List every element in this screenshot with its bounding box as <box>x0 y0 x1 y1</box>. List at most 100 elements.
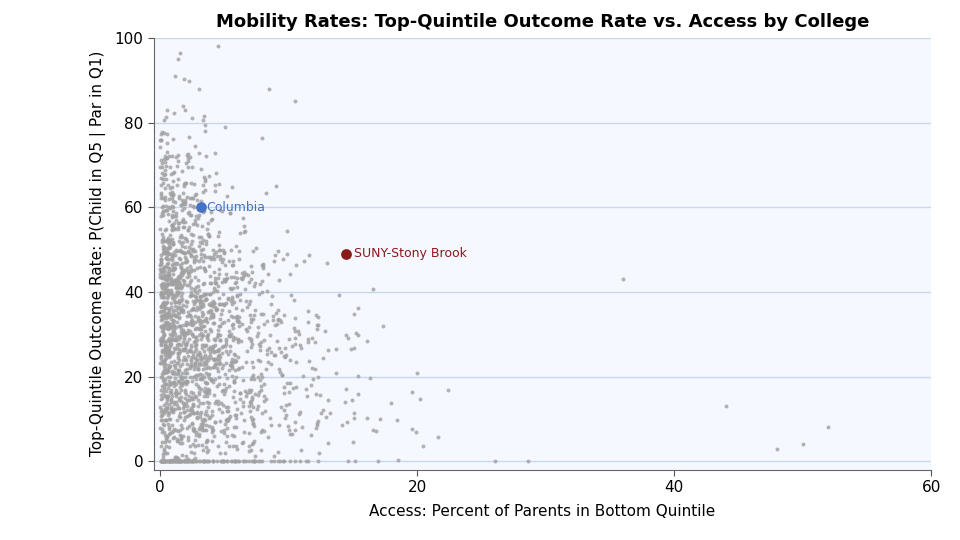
Point <box>161 377 177 386</box>
Point <box>173 325 188 333</box>
Point <box>300 338 316 346</box>
Point <box>253 370 269 379</box>
Point <box>196 347 211 356</box>
Point <box>164 261 180 269</box>
Point <box>159 347 175 356</box>
Point <box>168 329 183 338</box>
Point <box>156 380 172 388</box>
Point <box>153 143 168 151</box>
Point <box>167 264 182 272</box>
Point <box>157 343 173 352</box>
Point <box>194 354 209 362</box>
Point <box>205 432 221 441</box>
Point <box>227 378 242 387</box>
Point <box>178 265 193 274</box>
Point <box>299 457 314 465</box>
Point <box>182 363 198 372</box>
Point <box>160 269 176 278</box>
Point <box>164 254 180 263</box>
Point <box>164 348 180 357</box>
Point <box>219 457 234 465</box>
Point <box>197 207 212 215</box>
Point <box>154 415 169 424</box>
Point <box>193 373 208 382</box>
Point <box>215 457 230 465</box>
Point <box>185 297 201 306</box>
Point <box>163 402 179 411</box>
Point <box>194 197 209 206</box>
Point <box>163 276 179 285</box>
Point <box>156 323 171 332</box>
Point <box>254 276 270 285</box>
Point <box>307 338 323 347</box>
Point <box>169 435 184 443</box>
Point <box>255 260 271 268</box>
Point <box>157 152 173 160</box>
Point <box>161 362 177 371</box>
Point <box>194 426 209 434</box>
Point <box>180 264 195 272</box>
Point <box>320 259 335 267</box>
Point <box>201 384 216 393</box>
Point <box>273 368 288 376</box>
Point <box>156 307 171 315</box>
Point <box>166 265 181 274</box>
Point <box>154 327 169 335</box>
Point <box>268 321 283 329</box>
Point <box>158 457 174 465</box>
Point <box>165 392 180 401</box>
Point <box>183 404 199 413</box>
Point <box>193 233 208 241</box>
Point <box>185 352 201 361</box>
Point <box>228 317 244 326</box>
Point <box>210 347 226 356</box>
Point <box>254 409 270 417</box>
Point <box>263 348 278 356</box>
Point <box>161 306 177 314</box>
Point <box>409 368 424 377</box>
Point <box>167 374 182 382</box>
Point <box>166 248 181 256</box>
Point <box>256 336 272 345</box>
Point <box>171 273 186 281</box>
Point <box>225 320 240 329</box>
Point <box>217 318 232 326</box>
Point <box>309 325 324 334</box>
Point <box>196 181 211 190</box>
Point <box>211 300 227 308</box>
Point <box>181 132 197 141</box>
Point <box>171 237 186 246</box>
Point <box>191 324 206 333</box>
Point <box>204 376 219 384</box>
Point <box>156 321 171 329</box>
Point <box>185 423 201 432</box>
Point <box>175 457 190 465</box>
Point <box>244 457 259 465</box>
Point <box>155 159 170 167</box>
Point <box>156 445 172 454</box>
Point <box>248 452 263 461</box>
Point <box>204 299 219 307</box>
Point <box>295 372 310 380</box>
Point <box>186 202 202 211</box>
Point <box>172 347 187 355</box>
Point <box>272 364 287 373</box>
Point <box>165 225 180 233</box>
Point <box>202 279 217 287</box>
Point <box>217 449 232 457</box>
Point <box>198 379 213 388</box>
Point <box>718 402 733 410</box>
Point <box>159 130 175 139</box>
Point <box>171 225 186 233</box>
Point <box>276 352 292 360</box>
Point <box>178 320 193 328</box>
Point <box>216 361 231 369</box>
Point <box>190 396 205 405</box>
Point <box>225 357 240 366</box>
Point <box>252 341 268 350</box>
Point <box>173 435 188 444</box>
Point <box>263 300 278 308</box>
Point <box>178 377 193 386</box>
Point <box>243 275 258 284</box>
Point <box>180 395 195 404</box>
